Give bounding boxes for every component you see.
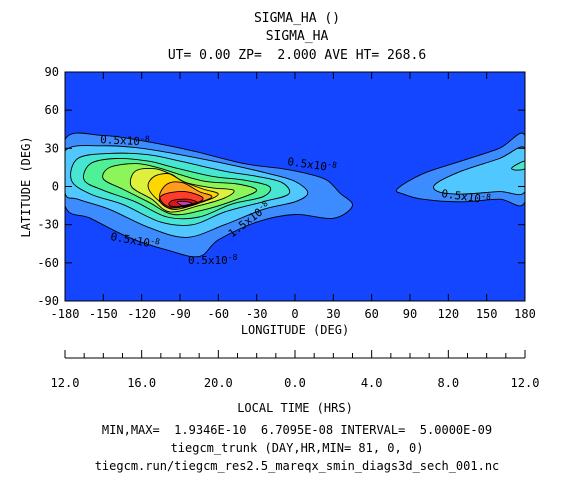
x-tick-label: 0 — [291, 307, 298, 321]
contour-plot-area — [65, 72, 525, 301]
x-tick-label: -120 — [127, 307, 156, 321]
contour-line-level-11 — [176, 200, 194, 207]
y-tick-label: 90 — [45, 65, 59, 79]
x-tick-label: 120 — [437, 307, 459, 321]
contour-line-level-1 — [395, 132, 525, 207]
y-tick-label: -90 — [37, 294, 59, 308]
contour-line-level-1 — [65, 132, 353, 258]
contour-lines — [65, 132, 525, 258]
y-axis-ticks: -90 -60 -30 0 30 60 90 — [37, 65, 525, 308]
contour-line-level-3 — [511, 160, 525, 171]
title-line-2: SIGMA_HA — [266, 29, 329, 44]
contour-line-level-5 — [102, 163, 258, 216]
contour-line-level-7 — [147, 173, 219, 210]
title-line-1: SIGMA_HA () — [254, 11, 340, 26]
y-tick-label: -30 — [37, 218, 59, 232]
local-time-axis: 12.0 16.0 20.0 0.0 4.0 8.0 12.0 — [51, 350, 540, 390]
footer-run-info: tiegcm_trunk (DAY,HR,MIN= 81, 0, 0) — [171, 441, 424, 455]
contour-fill-level-2 — [433, 147, 525, 195]
y-axis-label: LATITUDE (DEG) — [19, 136, 33, 237]
footer-file-path: tiegcm.run/tiegcm_res2.5_mareqx_smin_dia… — [95, 459, 500, 473]
y-tick-label: 30 — [45, 141, 59, 155]
contour-line-level-4 — [83, 157, 272, 220]
contour-line-level-2 — [65, 145, 309, 238]
y-tick-label: 60 — [45, 103, 59, 117]
contour-line-level-3 — [70, 152, 291, 226]
local-time-tick-label: 0.0 — [284, 376, 306, 390]
contour-line-level-10 — [168, 198, 199, 208]
x-tick-label: -150 — [89, 307, 118, 321]
x-tick-label: -90 — [169, 307, 191, 321]
contour-label-1: 0.5x10-8 — [100, 132, 150, 149]
x-axis-label: LONGITUDE (DEG) — [241, 323, 349, 337]
contour-label-5: 0.5x10-8 — [441, 186, 492, 207]
y-tick-label: -60 — [37, 256, 59, 270]
local-time-tick-label: 20.0 — [204, 376, 233, 390]
local-time-tick-label: 12.0 — [511, 376, 540, 390]
contour-line-level-2 — [433, 146, 525, 196]
contour-label-2: 0.5x10-8 — [287, 154, 338, 175]
x-tick-label: 150 — [476, 307, 498, 321]
x-tick-label: 90 — [403, 307, 417, 321]
local-time-tick-label: 12.0 — [51, 376, 80, 390]
local-time-tick-label: 16.0 — [127, 376, 156, 390]
footer-minmax: MIN,MAX= 1.9346E-10 6.7095E-08 INTERVAL=… — [102, 423, 492, 437]
local-time-tick-label: 4.0 — [361, 376, 383, 390]
x-tick-label: -60 — [207, 307, 229, 321]
contour-label-4: 0.5x10-8 — [188, 253, 238, 267]
y-tick-label: 0 — [52, 180, 59, 194]
x-axis-ticks: -180 -150 -120 -90 -60 -30 0 30 60 90 120 150 180 — [51, 72, 536, 321]
x-tick-label: 60 — [364, 307, 378, 321]
title-line-3: UT= 0.00 ZP= 2.000 AVE HT= 268.6 — [168, 48, 426, 63]
x-tick-label: -180 — [51, 307, 80, 321]
local-time-label: LOCAL TIME (HRS) — [237, 401, 353, 415]
x-tick-label: 30 — [326, 307, 340, 321]
local-time-tick-label: 8.0 — [437, 376, 459, 390]
contour-fill-level-3 — [511, 161, 525, 171]
x-tick-label: 180 — [514, 307, 536, 321]
x-tick-label: -30 — [246, 307, 268, 321]
